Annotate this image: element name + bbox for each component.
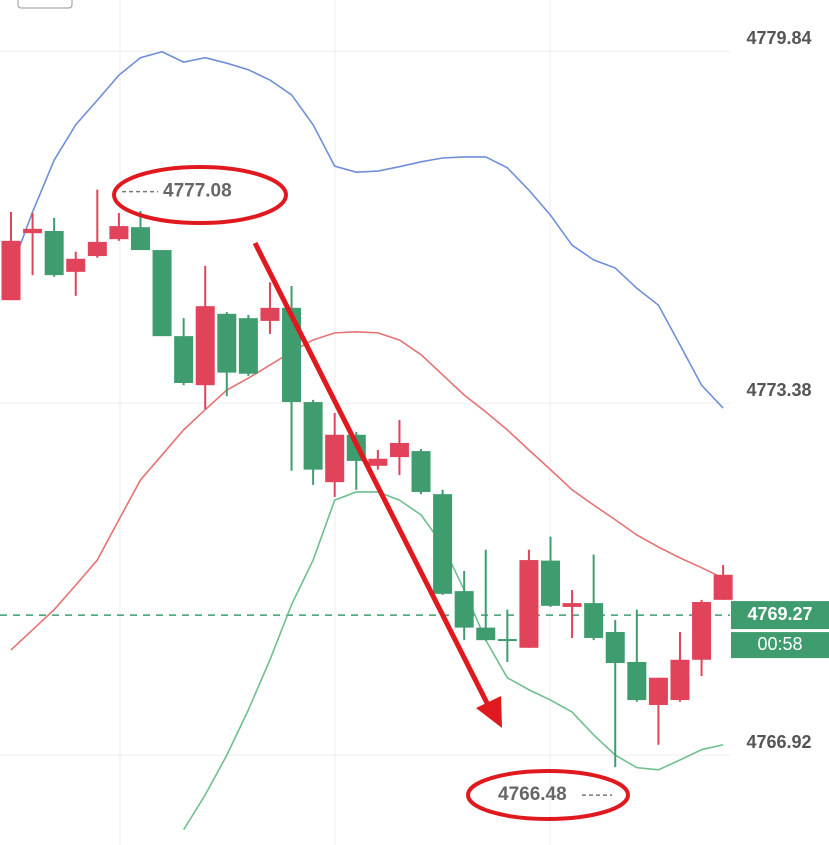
y-tick-label: 4766.92 <box>746 732 811 752</box>
grid <box>0 50 730 756</box>
candle-body <box>23 228 43 234</box>
candle-body <box>325 434 345 483</box>
candle-body <box>476 627 496 641</box>
candle-body <box>260 307 280 321</box>
toolbar-button[interactable] <box>17 0 73 9</box>
candle-body <box>217 313 237 373</box>
trend-arrow <box>252 241 491 707</box>
candle-body <box>174 336 194 384</box>
annotation-label: 4766.48 <box>498 784 567 805</box>
countdown-box <box>731 632 829 659</box>
trend-arrowhead <box>476 696 502 728</box>
candle-body <box>195 306 215 386</box>
price-axis: 4779.84 4773.38 4766.92 4769.27 00:58 <box>731 28 829 752</box>
candle-body <box>238 318 258 374</box>
current-price-box <box>731 601 829 630</box>
overlay: 4777.08 4766.48 <box>112 165 630 821</box>
candle-body <box>519 560 539 648</box>
candle-body <box>454 591 474 628</box>
highlight-ellipse <box>112 165 288 225</box>
candle-body <box>130 227 150 251</box>
candle-body <box>282 307 302 403</box>
candle-body <box>1 240 21 301</box>
highlight-ellipse <box>466 769 630 821</box>
candle-body <box>713 574 733 600</box>
candle-body <box>605 631 625 664</box>
y-tick-label: 4773.38 <box>746 380 811 400</box>
annotation-label: 4777.08 <box>163 181 232 202</box>
band-line <box>10 330 724 651</box>
bands <box>10 50 724 831</box>
candle-body <box>411 451 431 492</box>
candle-body <box>627 661 647 701</box>
candle-body <box>648 677 668 705</box>
candle-body <box>109 226 129 240</box>
candle-body <box>303 402 323 470</box>
candle-body <box>433 494 453 594</box>
candle-body <box>66 258 86 272</box>
candle-body <box>562 603 582 607</box>
candle-body <box>584 603 604 638</box>
countdown-label: 00:58 <box>757 634 802 654</box>
candle-body <box>44 230 64 276</box>
candles <box>1 189 733 768</box>
candle-body <box>670 659 690 701</box>
band-line <box>10 50 724 409</box>
candle-body <box>497 639 517 642</box>
candle-body <box>87 241 107 257</box>
current-price-label: 4769.27 <box>747 604 812 624</box>
candle-body <box>541 560 560 606</box>
candle-body <box>368 458 388 466</box>
candle-body <box>389 442 409 458</box>
y-tick-label: 4779.84 <box>746 28 811 48</box>
candle-body <box>692 602 712 660</box>
candle-body <box>152 250 172 337</box>
band-line <box>182 491 724 831</box>
